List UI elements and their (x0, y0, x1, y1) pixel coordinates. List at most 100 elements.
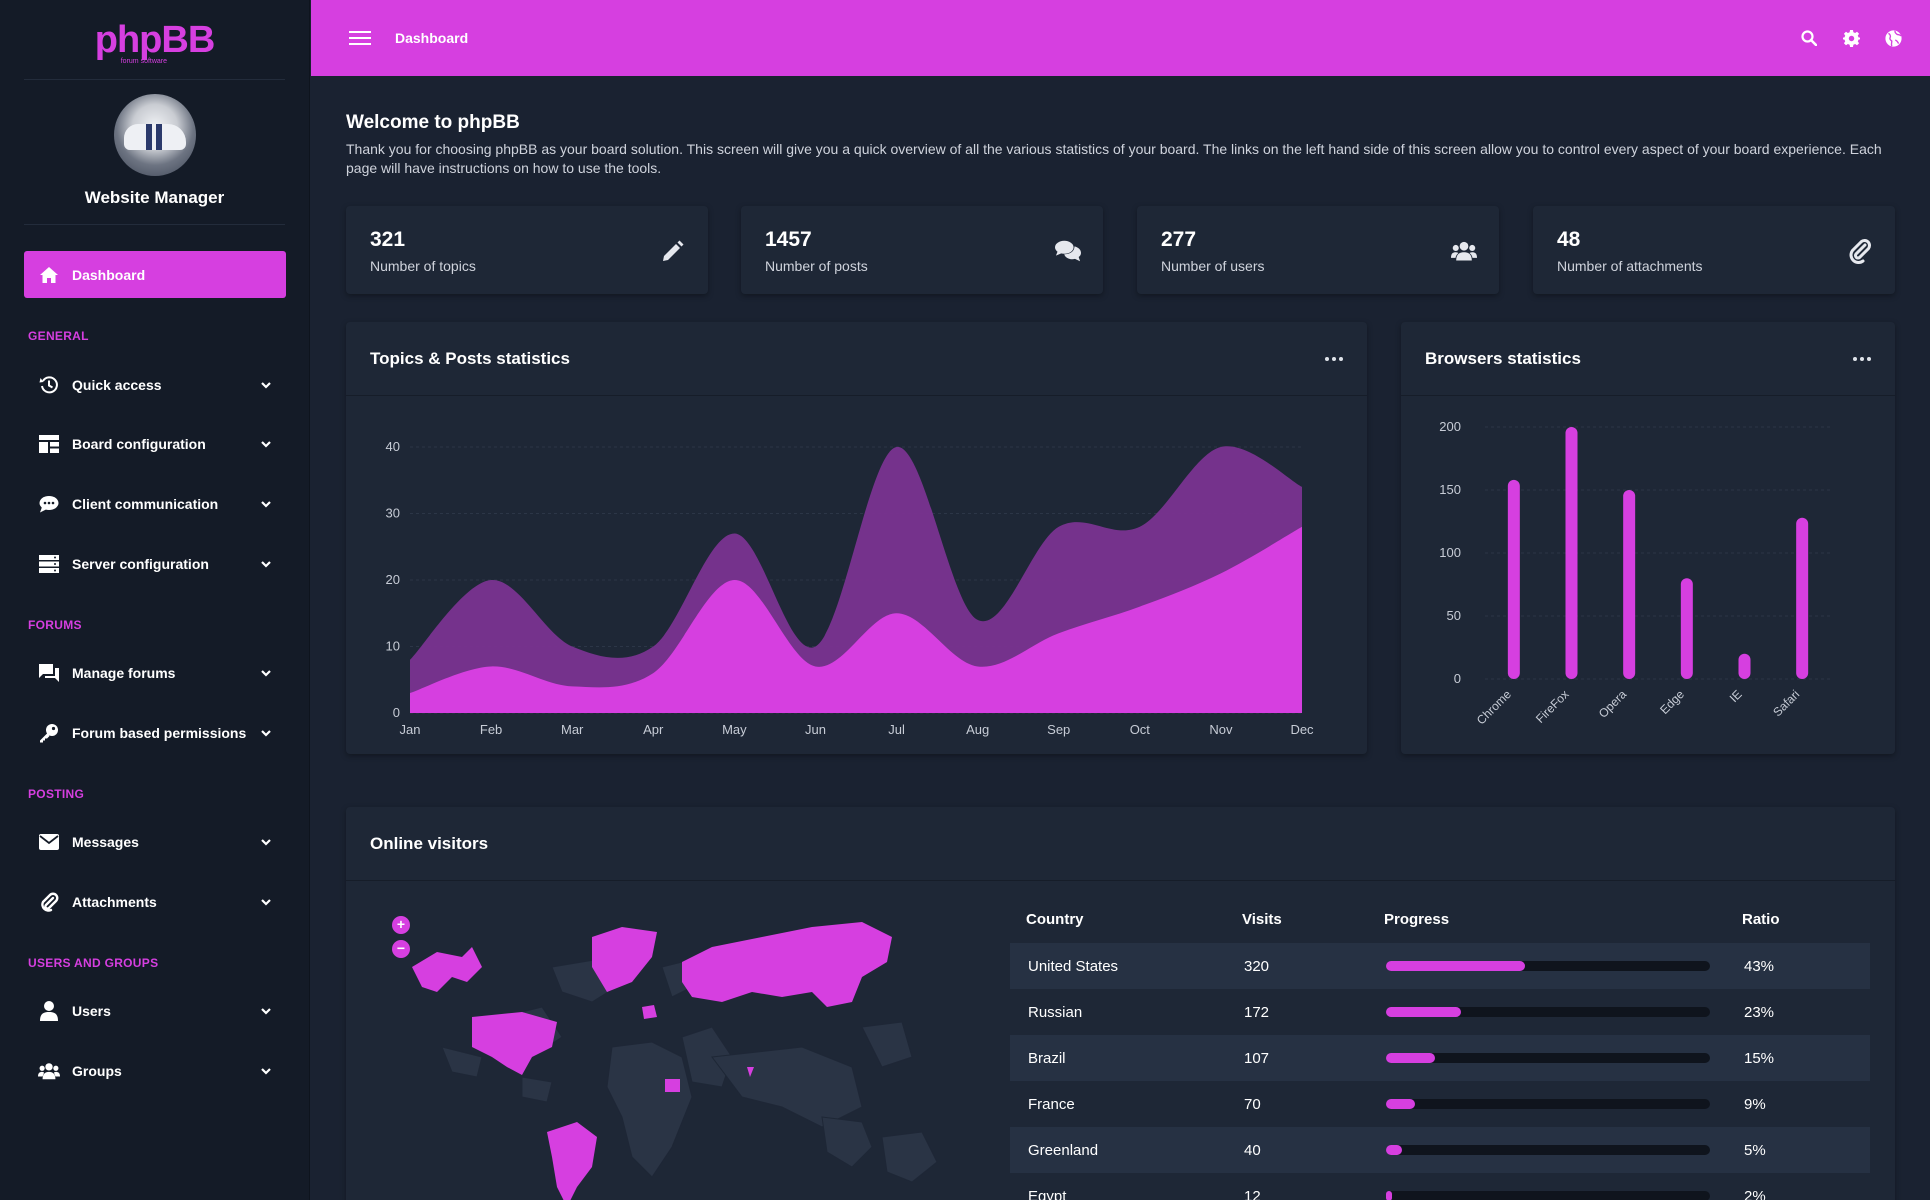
sidebar-item-label: Forum based permissions (72, 724, 247, 741)
progress-bar (1386, 961, 1710, 971)
sidebar-item-label: Board configuration (72, 435, 206, 452)
cell-ratio: 2% (1744, 1187, 1766, 1200)
progress-bar (1386, 1007, 1710, 1017)
cell-visits: 320 (1244, 957, 1270, 975)
column-header-ratio[interactable]: Ratio (1742, 911, 1780, 928)
map-zoom-in-button[interactable]: + (392, 916, 410, 934)
online-visitors-panel: Online visitors + − (346, 807, 1895, 1200)
table-row[interactable]: Brazil 107 15% (1010, 1035, 1870, 1081)
forum-icon (38, 663, 60, 683)
sidebar-item-label: Attachments (72, 893, 157, 910)
sidebar-item-dashboard[interactable]: Dashboard (24, 251, 286, 298)
sidebar-item-label: Groups (72, 1062, 122, 1079)
paperclip-icon (38, 892, 60, 912)
bar[interactable] (1507, 479, 1520, 679)
chevron-down-icon (261, 560, 271, 568)
x-tick-label: Dec (1290, 722, 1314, 737)
cell-visits: 107 (1244, 1049, 1270, 1067)
cell-country: Egypt (1028, 1187, 1067, 1200)
y-tick-label: 0 (393, 705, 400, 720)
x-tick-label: May (722, 722, 747, 737)
cell-visits: 12 (1244, 1187, 1261, 1200)
key-icon (38, 723, 60, 743)
sidebar-item-manage-forums[interactable]: Manage forums (24, 649, 286, 696)
map-zoom-out-button[interactable]: − (392, 940, 410, 958)
table-row[interactable]: United States 320 43% (1010, 943, 1870, 989)
chevron-down-icon (261, 1007, 271, 1015)
globe-icon[interactable] (1884, 29, 1902, 47)
chevron-down-icon (261, 898, 271, 906)
table-row[interactable]: Russian 172 23% (1010, 989, 1870, 1035)
progress-fill (1386, 1191, 1393, 1200)
search-icon[interactable] (1800, 29, 1818, 47)
x-tick-label: IE (1727, 687, 1745, 705)
bar[interactable] (1738, 653, 1751, 679)
comments-icon (1055, 238, 1081, 264)
sidebar-item-label: Manage forums (72, 664, 176, 681)
panel-title: Topics & Posts statistics (370, 348, 570, 368)
progress-fill (1386, 1145, 1403, 1155)
sidebar-item-users[interactable]: Users (24, 987, 286, 1034)
logo[interactable]: phpBB forum software (24, 0, 285, 80)
progress-fill (1386, 1007, 1461, 1017)
chevron-down-icon (261, 1067, 271, 1075)
y-tick-label: 0 (1454, 671, 1461, 686)
bar[interactable] (1565, 427, 1578, 679)
stat-card-posts: 1457 Number of posts (741, 206, 1103, 294)
gear-icon[interactable] (1842, 29, 1860, 47)
table-row[interactable]: Egypt 12 2% (1010, 1173, 1870, 1200)
column-header-country[interactable]: Country (1026, 911, 1084, 928)
topics-posts-panel: Topics & Posts statistics 0 10 20 30 40 Jan Fe… (346, 322, 1367, 754)
sidebar-item-label: Dashboard (72, 266, 146, 283)
more-options-icon[interactable] (1853, 356, 1871, 361)
progress-bar (1386, 1145, 1710, 1155)
world-map[interactable] (382, 907, 942, 1200)
table-row[interactable]: France 70 9% (1010, 1081, 1870, 1127)
bar[interactable] (1623, 490, 1636, 679)
sidebar-item-label: Client communication (72, 495, 219, 512)
stat-card-users: 277 Number of users (1137, 206, 1499, 294)
sidebar-item-forum-permissions[interactable]: Forum based permissions (24, 709, 286, 756)
chevron-down-icon (261, 729, 271, 737)
menu-toggle-icon[interactable] (349, 30, 371, 46)
chevron-down-icon (261, 500, 271, 508)
more-options-icon[interactable] (1325, 356, 1343, 361)
stat-value: 1457 (765, 228, 812, 251)
column-header-progress[interactable]: Progress (1384, 911, 1450, 928)
topics-posts-chart: 0 10 20 30 40 Jan Feb Mar Apr May Jun Jul Aug Sep Oct N… (386, 439, 1315, 737)
x-tick-label: Feb (480, 722, 502, 737)
sidebar-item-client-communication[interactable]: Client communication (24, 480, 286, 527)
y-tick-label: 40 (386, 439, 400, 454)
chevron-down-icon (261, 838, 271, 846)
chevron-down-icon (261, 440, 271, 448)
sidebar-item-messages[interactable]: Messages (24, 818, 286, 865)
x-tick-label: Apr (643, 722, 664, 737)
cell-ratio: 9% (1744, 1095, 1766, 1113)
y-tick-label: 50 (1447, 608, 1461, 623)
y-tick-label: 10 (386, 639, 400, 654)
user-icon (38, 1000, 60, 1021)
x-tick-label: Chrome (1474, 687, 1514, 727)
progress-fill (1386, 1053, 1435, 1063)
bar[interactable] (1680, 578, 1693, 679)
x-tick-label: Aug (966, 722, 989, 737)
grid-icon (38, 434, 60, 454)
stat-label: Number of attachments (1557, 258, 1703, 274)
x-tick-label: Jun (805, 722, 826, 737)
column-header-visits[interactable]: Visits (1242, 911, 1282, 928)
sidebar-item-groups[interactable]: Groups (24, 1047, 286, 1094)
browsers-chart: 0 50 100 150 200 Chrome FireFox Opera Edge IE Safa… (1439, 419, 1831, 727)
page-title: Dashboard (395, 30, 469, 46)
table-row[interactable]: Greenland 40 5% (1010, 1127, 1870, 1173)
area-series-1[interactable] (410, 526, 1302, 713)
avatar[interactable] (113, 94, 196, 176)
sidebar-item-server-configuration[interactable]: Server configuration (24, 540, 286, 587)
x-tick-label: Oct (1130, 722, 1151, 737)
cell-ratio: 5% (1744, 1141, 1766, 1159)
sidebar-item-attachments[interactable]: Attachments (24, 878, 286, 925)
cell-ratio: 15% (1744, 1049, 1775, 1067)
bar[interactable] (1796, 517, 1809, 679)
sidebar-item-quick-access[interactable]: Quick access (24, 361, 286, 408)
x-tick-label: Sep (1047, 722, 1070, 737)
sidebar-item-board-configuration[interactable]: Board configuration (24, 420, 286, 467)
